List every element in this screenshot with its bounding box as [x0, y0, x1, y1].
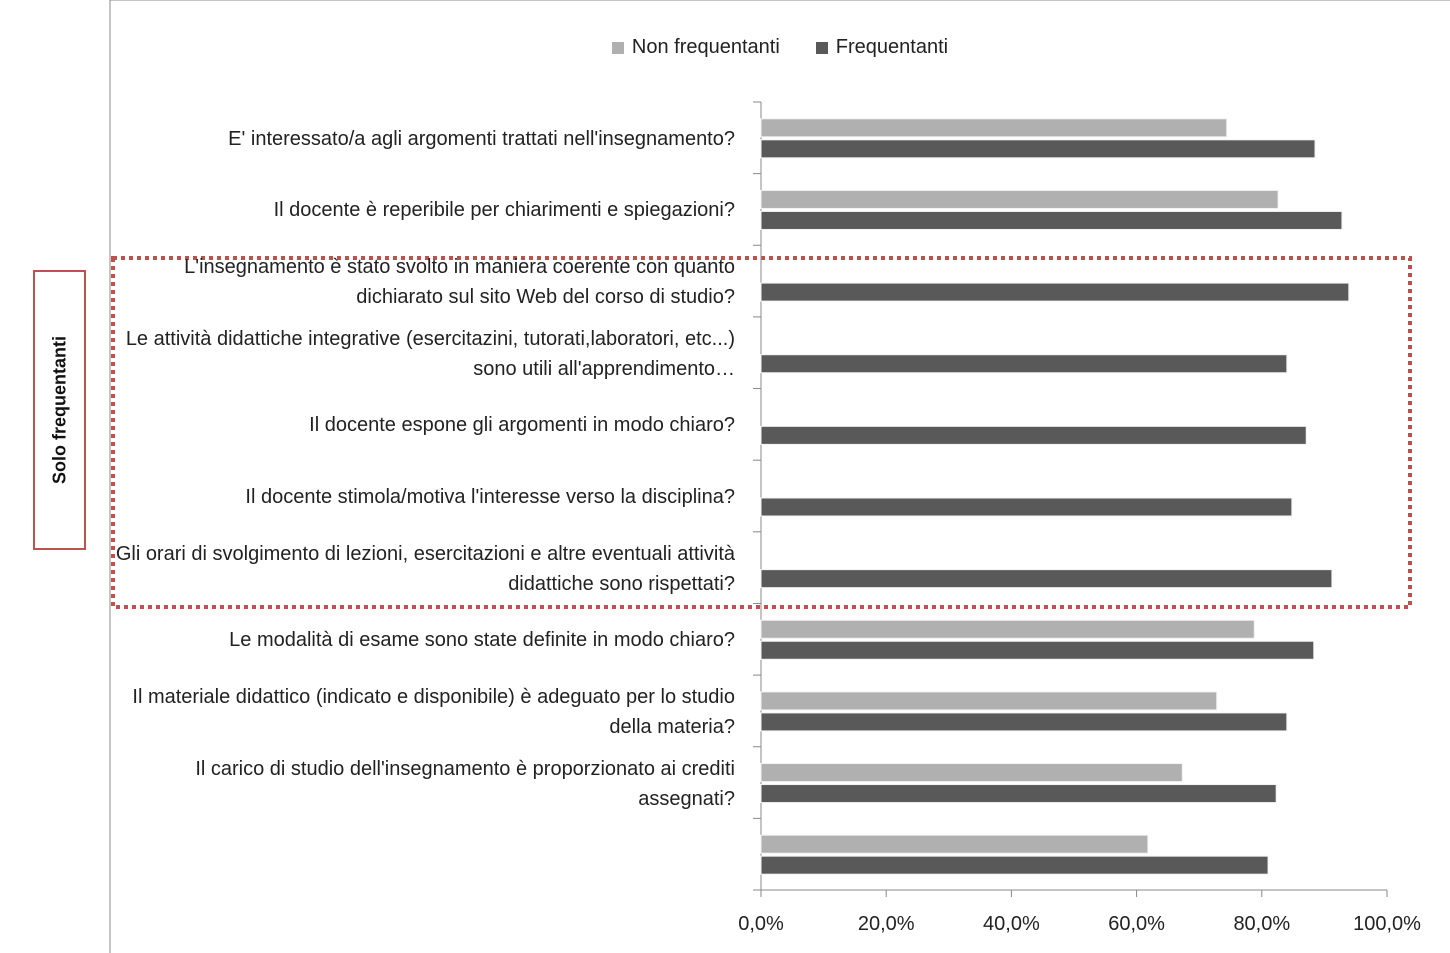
- legend-swatch: [815, 41, 828, 54]
- bar: [760, 354, 1288, 374]
- legend: Non frequentanti Frequentanti: [110, 36, 1450, 59]
- bar: [760, 784, 1277, 804]
- category-label: Le attività didattiche integrative (eser…: [125, 327, 735, 380]
- bar: [760, 282, 1350, 302]
- x-tick-label: 20,0%: [858, 913, 915, 935]
- legend-label: Frequentanti: [835, 36, 949, 58]
- bar: [760, 425, 1307, 445]
- bar: [760, 763, 1183, 783]
- category-label: Il docente è reperibile per chiarimenti …: [273, 199, 735, 222]
- annotation: Solo frequentanti: [49, 336, 69, 484]
- legend-item: Frequentanti: [815, 36, 949, 59]
- bar: [760, 210, 1343, 230]
- x-tick-label: 0,0%: [738, 913, 784, 935]
- bar: [760, 118, 1228, 138]
- category-label: Gli orari di svolgimento di lezioni, ese…: [115, 542, 735, 595]
- bar: [760, 497, 1293, 517]
- bar: [760, 569, 1333, 589]
- bar: [760, 139, 1316, 159]
- bar: [760, 619, 1255, 639]
- category-label: Le modalità di esame sono state definite…: [229, 629, 735, 652]
- category-label: E' interessato/a agli argomenti trattati…: [228, 127, 735, 150]
- x-tick-label: 40,0%: [983, 913, 1040, 935]
- chart-border: [109, 0, 1450, 953]
- bar: [760, 834, 1149, 854]
- x-tick-label: 60,0%: [1108, 913, 1165, 935]
- category-label: Il carico di studio dell'insegnamento è …: [195, 757, 735, 810]
- legend-label: Non frequentanti: [631, 36, 780, 58]
- category-label: Il materiale didattico (indicato e dispo…: [132, 685, 735, 738]
- bar: [760, 712, 1288, 732]
- bar: [760, 855, 1269, 875]
- legend-swatch: [611, 41, 624, 54]
- category-label: Il docente espone gli argomenti in modo …: [309, 414, 735, 437]
- category-label: Il docente stimola/motiva l'interesse ve…: [245, 486, 735, 508]
- category-label: L'insegnamento è stato svolto in maniera…: [184, 256, 735, 309]
- x-tick-label: 100,0%: [1353, 913, 1421, 935]
- bar: [760, 691, 1218, 711]
- bar: [760, 640, 1315, 660]
- bar: [760, 189, 1279, 209]
- legend-item: Non frequentanti: [611, 36, 780, 59]
- x-tick-label: 80,0%: [1233, 913, 1290, 935]
- annotation-box: Solo frequentanti: [33, 270, 86, 550]
